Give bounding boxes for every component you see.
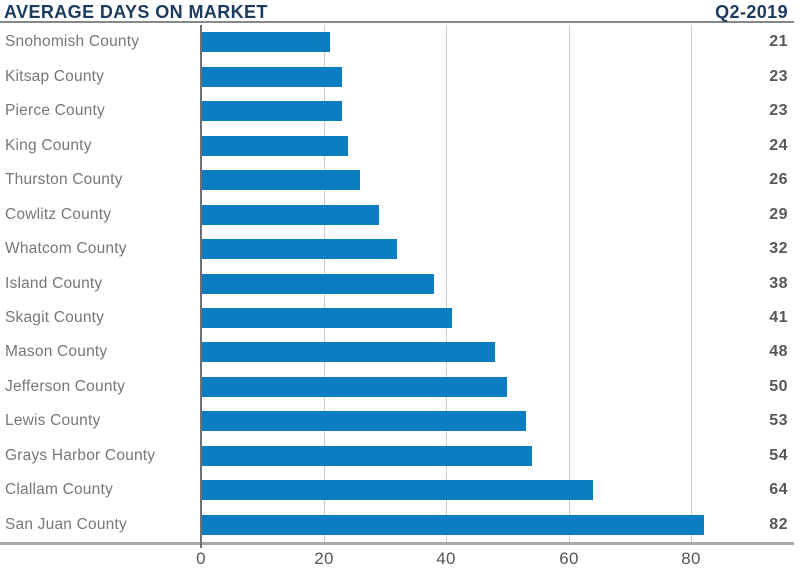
value-label: 82 <box>769 515 788 533</box>
bar-track <box>201 101 794 122</box>
x-tick-label: 80 <box>681 549 701 568</box>
value-label: 23 <box>769 67 788 85</box>
x-axis-tick-labels: 0 20 40 60 80 <box>0 549 800 579</box>
bar-track <box>201 376 794 397</box>
chart-row: Island County 38 <box>0 266 794 300</box>
bar <box>201 480 594 501</box>
bar-track <box>201 480 794 501</box>
category-label: Jefferson County <box>5 377 126 395</box>
value-label: 32 <box>769 240 788 258</box>
category-label: Pierce County <box>5 102 105 120</box>
category-label: Grays Harbor County <box>5 446 156 464</box>
chart-row: Cowlitz County 29 <box>0 197 794 231</box>
bar-track <box>201 445 794 466</box>
bar-track <box>201 204 794 225</box>
bar-track <box>201 307 794 328</box>
bar <box>201 66 342 87</box>
chart-row: San Juan County 82 <box>0 508 794 542</box>
bar <box>201 273 434 294</box>
bar <box>201 342 496 363</box>
category-label: Kitsap County <box>5 67 105 85</box>
chart-row: Clallam County 64 <box>0 473 794 507</box>
category-label: King County <box>5 136 92 154</box>
category-label: Clallam County <box>5 481 113 499</box>
value-label: 54 <box>769 446 788 464</box>
category-label: Cowlitz County <box>5 205 112 223</box>
bar <box>201 376 508 397</box>
bar-track <box>201 135 794 156</box>
chart-row: Snohomish County 21 <box>0 25 794 59</box>
period-label: Q2-2019 <box>715 2 788 22</box>
chart-row: King County 24 <box>0 128 794 162</box>
chart-row: Grays Harbor County 54 <box>0 439 794 473</box>
category-label: Island County <box>5 274 103 292</box>
value-label: 26 <box>769 171 788 189</box>
bar <box>201 307 453 328</box>
chart-row: Thurston County 26 <box>0 163 794 197</box>
bar-track <box>201 273 794 294</box>
bar-track <box>201 170 794 191</box>
category-label: Lewis County <box>5 412 101 430</box>
category-label: Thurston County <box>5 171 123 189</box>
value-label: 24 <box>769 136 788 154</box>
value-label: 29 <box>769 205 788 223</box>
gridline-x-80 <box>691 25 692 542</box>
value-label: 23 <box>769 102 788 120</box>
x-axis-line <box>0 542 794 545</box>
gridline-x-60 <box>569 25 570 542</box>
chart-title: AVERAGE DAYS ON MARKET <box>4 2 268 22</box>
chart-row: Whatcom County 32 <box>0 232 794 266</box>
y-axis-line <box>200 25 202 548</box>
value-label: 21 <box>769 33 788 51</box>
bar <box>201 135 349 156</box>
gridline-x-40 <box>446 25 447 542</box>
category-label: Whatcom County <box>5 240 127 258</box>
category-label: Skagit County <box>5 308 105 326</box>
bar <box>201 239 398 260</box>
bar <box>201 32 330 53</box>
category-label: Mason County <box>5 343 108 361</box>
value-label: 48 <box>769 343 788 361</box>
bar-track <box>201 342 794 363</box>
value-label: 64 <box>769 481 788 499</box>
value-label: 53 <box>769 412 788 430</box>
bar <box>201 101 342 122</box>
bar <box>201 445 532 466</box>
chart-row: Skagit County 41 <box>0 301 794 335</box>
bar <box>201 411 526 432</box>
bar-track <box>201 32 794 53</box>
category-label: San Juan County <box>5 515 127 533</box>
bar-chart: Snohomish County 21 Kitsap County 23 Pierce … <box>0 25 794 542</box>
chart-rows: Snohomish County 21 Kitsap County 23 Pierce … <box>0 25 794 542</box>
x-tick-label: 0 <box>196 549 206 568</box>
bar <box>201 514 704 535</box>
chart-row: Jefferson County 50 <box>0 370 794 404</box>
value-label: 38 <box>769 274 788 292</box>
bar-track <box>201 239 794 260</box>
chart-row: Mason County 48 <box>0 335 794 369</box>
bar-track <box>201 514 794 535</box>
chart-row: Pierce County 23 <box>0 94 794 128</box>
bar <box>201 204 379 225</box>
x-tick-label: 20 <box>314 549 334 568</box>
chart-header: AVERAGE DAYS ON MARKET Q2-2019 <box>0 0 794 23</box>
chart-row: Lewis County 53 <box>0 404 794 438</box>
bar-track <box>201 66 794 87</box>
bar <box>201 170 361 191</box>
bar-track <box>201 411 794 432</box>
value-label: 50 <box>769 377 788 395</box>
category-label: Snohomish County <box>5 33 140 51</box>
x-tick-label: 40 <box>436 549 456 568</box>
chart-row: Kitsap County 23 <box>0 59 794 93</box>
value-label: 41 <box>769 308 788 326</box>
x-tick-label: 60 <box>559 549 579 568</box>
